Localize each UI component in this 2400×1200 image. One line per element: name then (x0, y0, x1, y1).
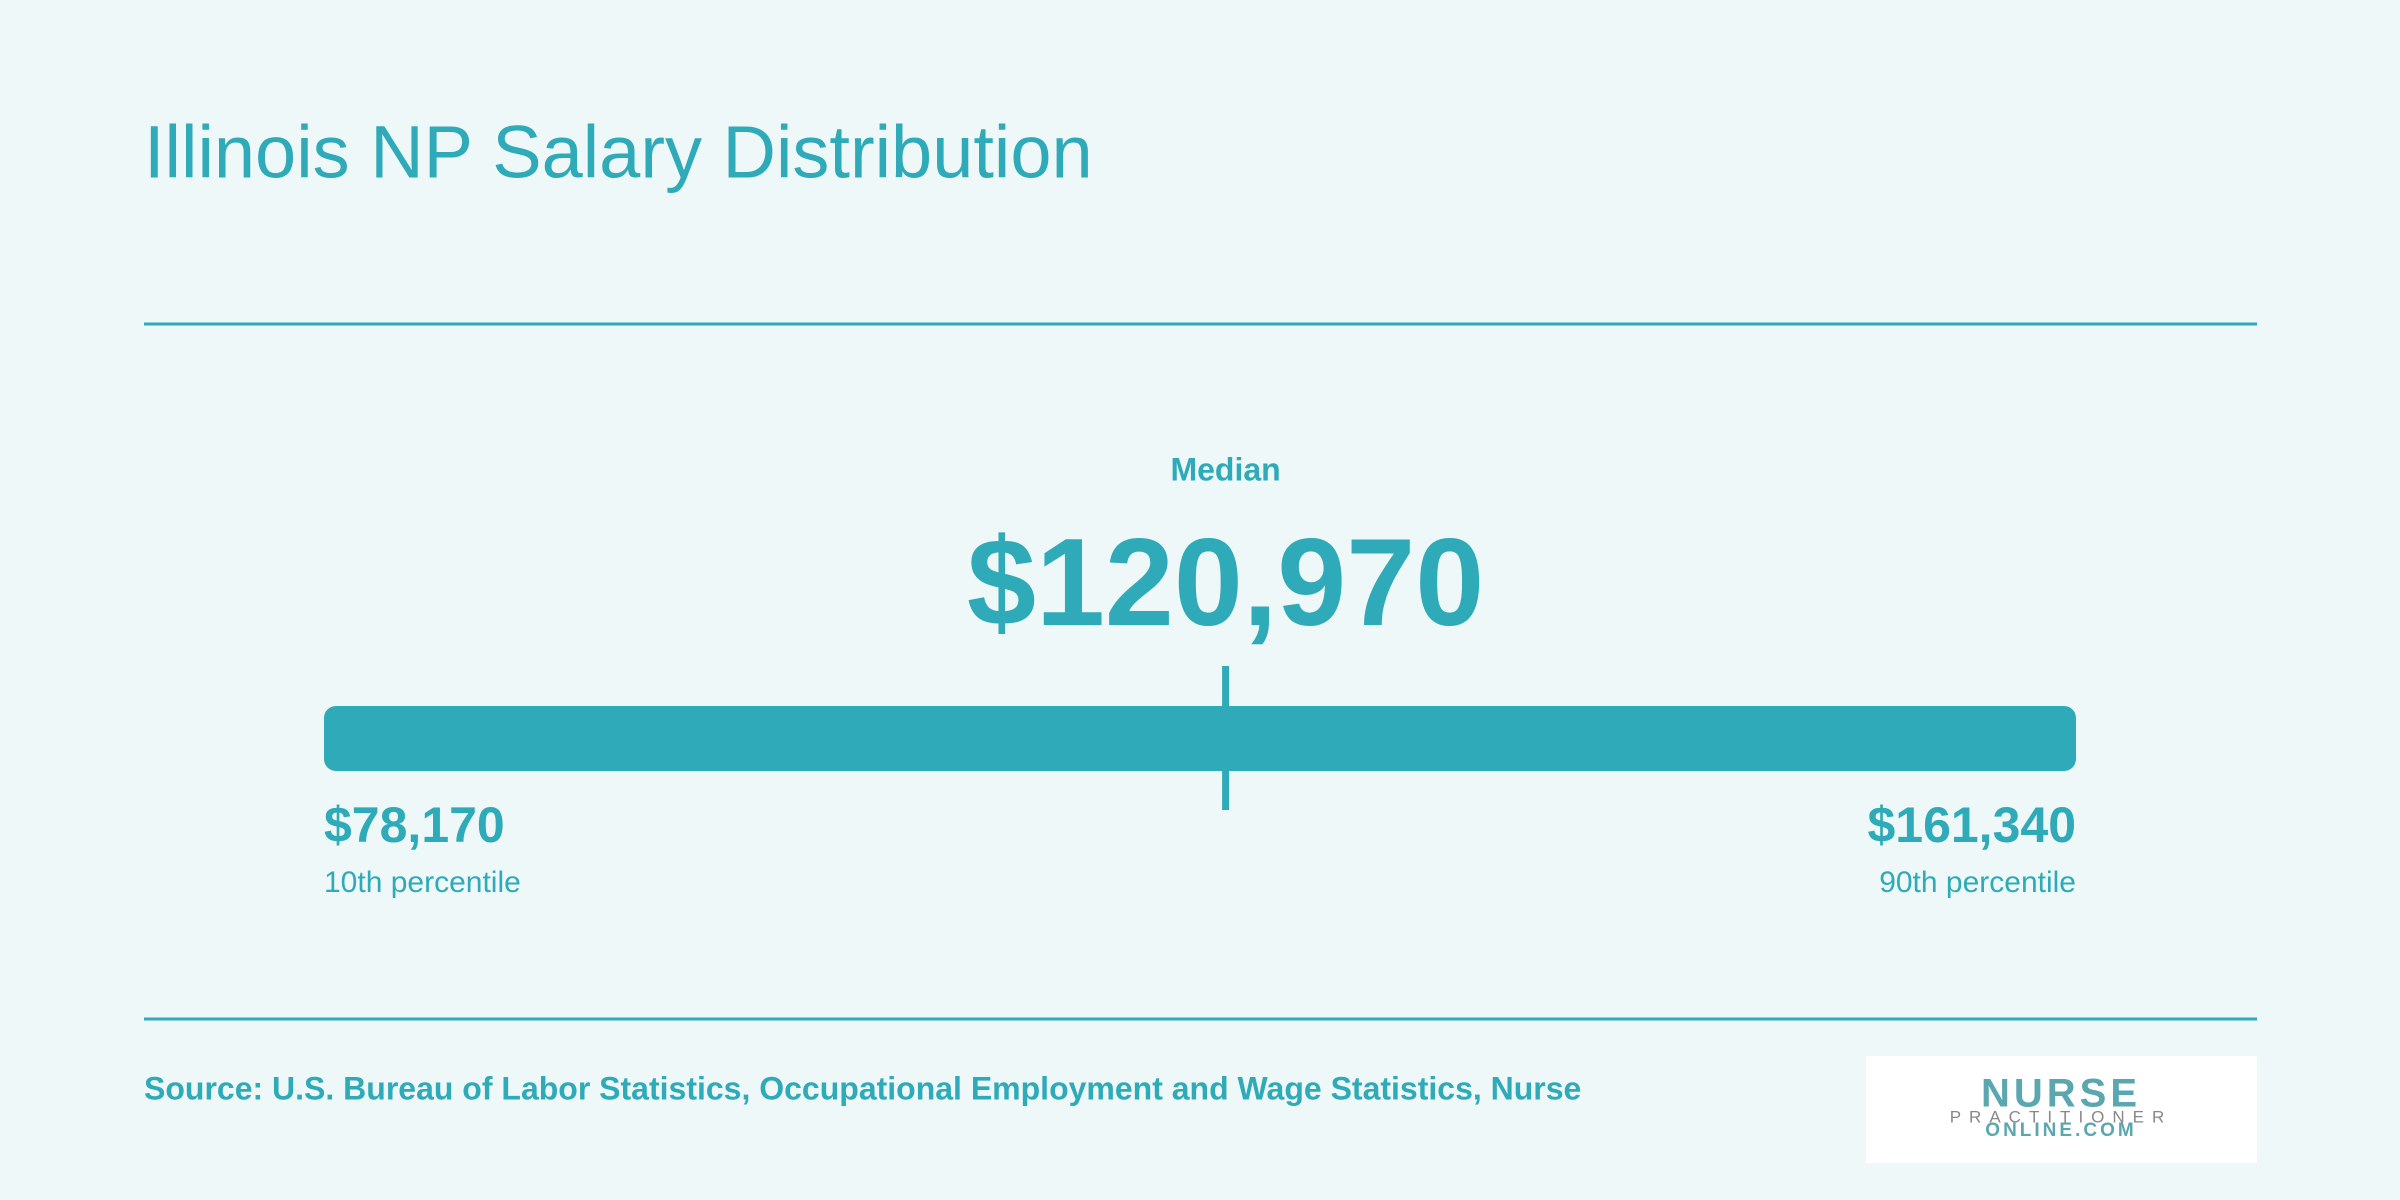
median-caption: Median (1170, 451, 1280, 487)
high-caption: 90th percentile (1879, 866, 2076, 899)
range-bar (324, 706, 2076, 771)
logo-box (1866, 1056, 2257, 1163)
low-caption: 10th percentile (324, 866, 521, 899)
high-label: $161,340 (1867, 797, 2076, 853)
source: Source: U.S. Bureau of Labor Statistics,… (144, 1070, 1581, 1106)
logo-text: NURSE (1981, 1072, 2141, 1116)
logo: NURSE PRACTITIONER ONLINE.COM (1866, 1056, 2257, 1163)
chart-title: Illinois NP Salary Distribution (144, 111, 1093, 194)
logo-text: ONLINE.COM (1985, 1120, 2136, 1141)
logo-text: PRACTITIONER (1950, 1107, 2173, 1126)
low-label: $78,170 (324, 797, 505, 853)
median-label: $120,970 (967, 514, 1484, 652)
